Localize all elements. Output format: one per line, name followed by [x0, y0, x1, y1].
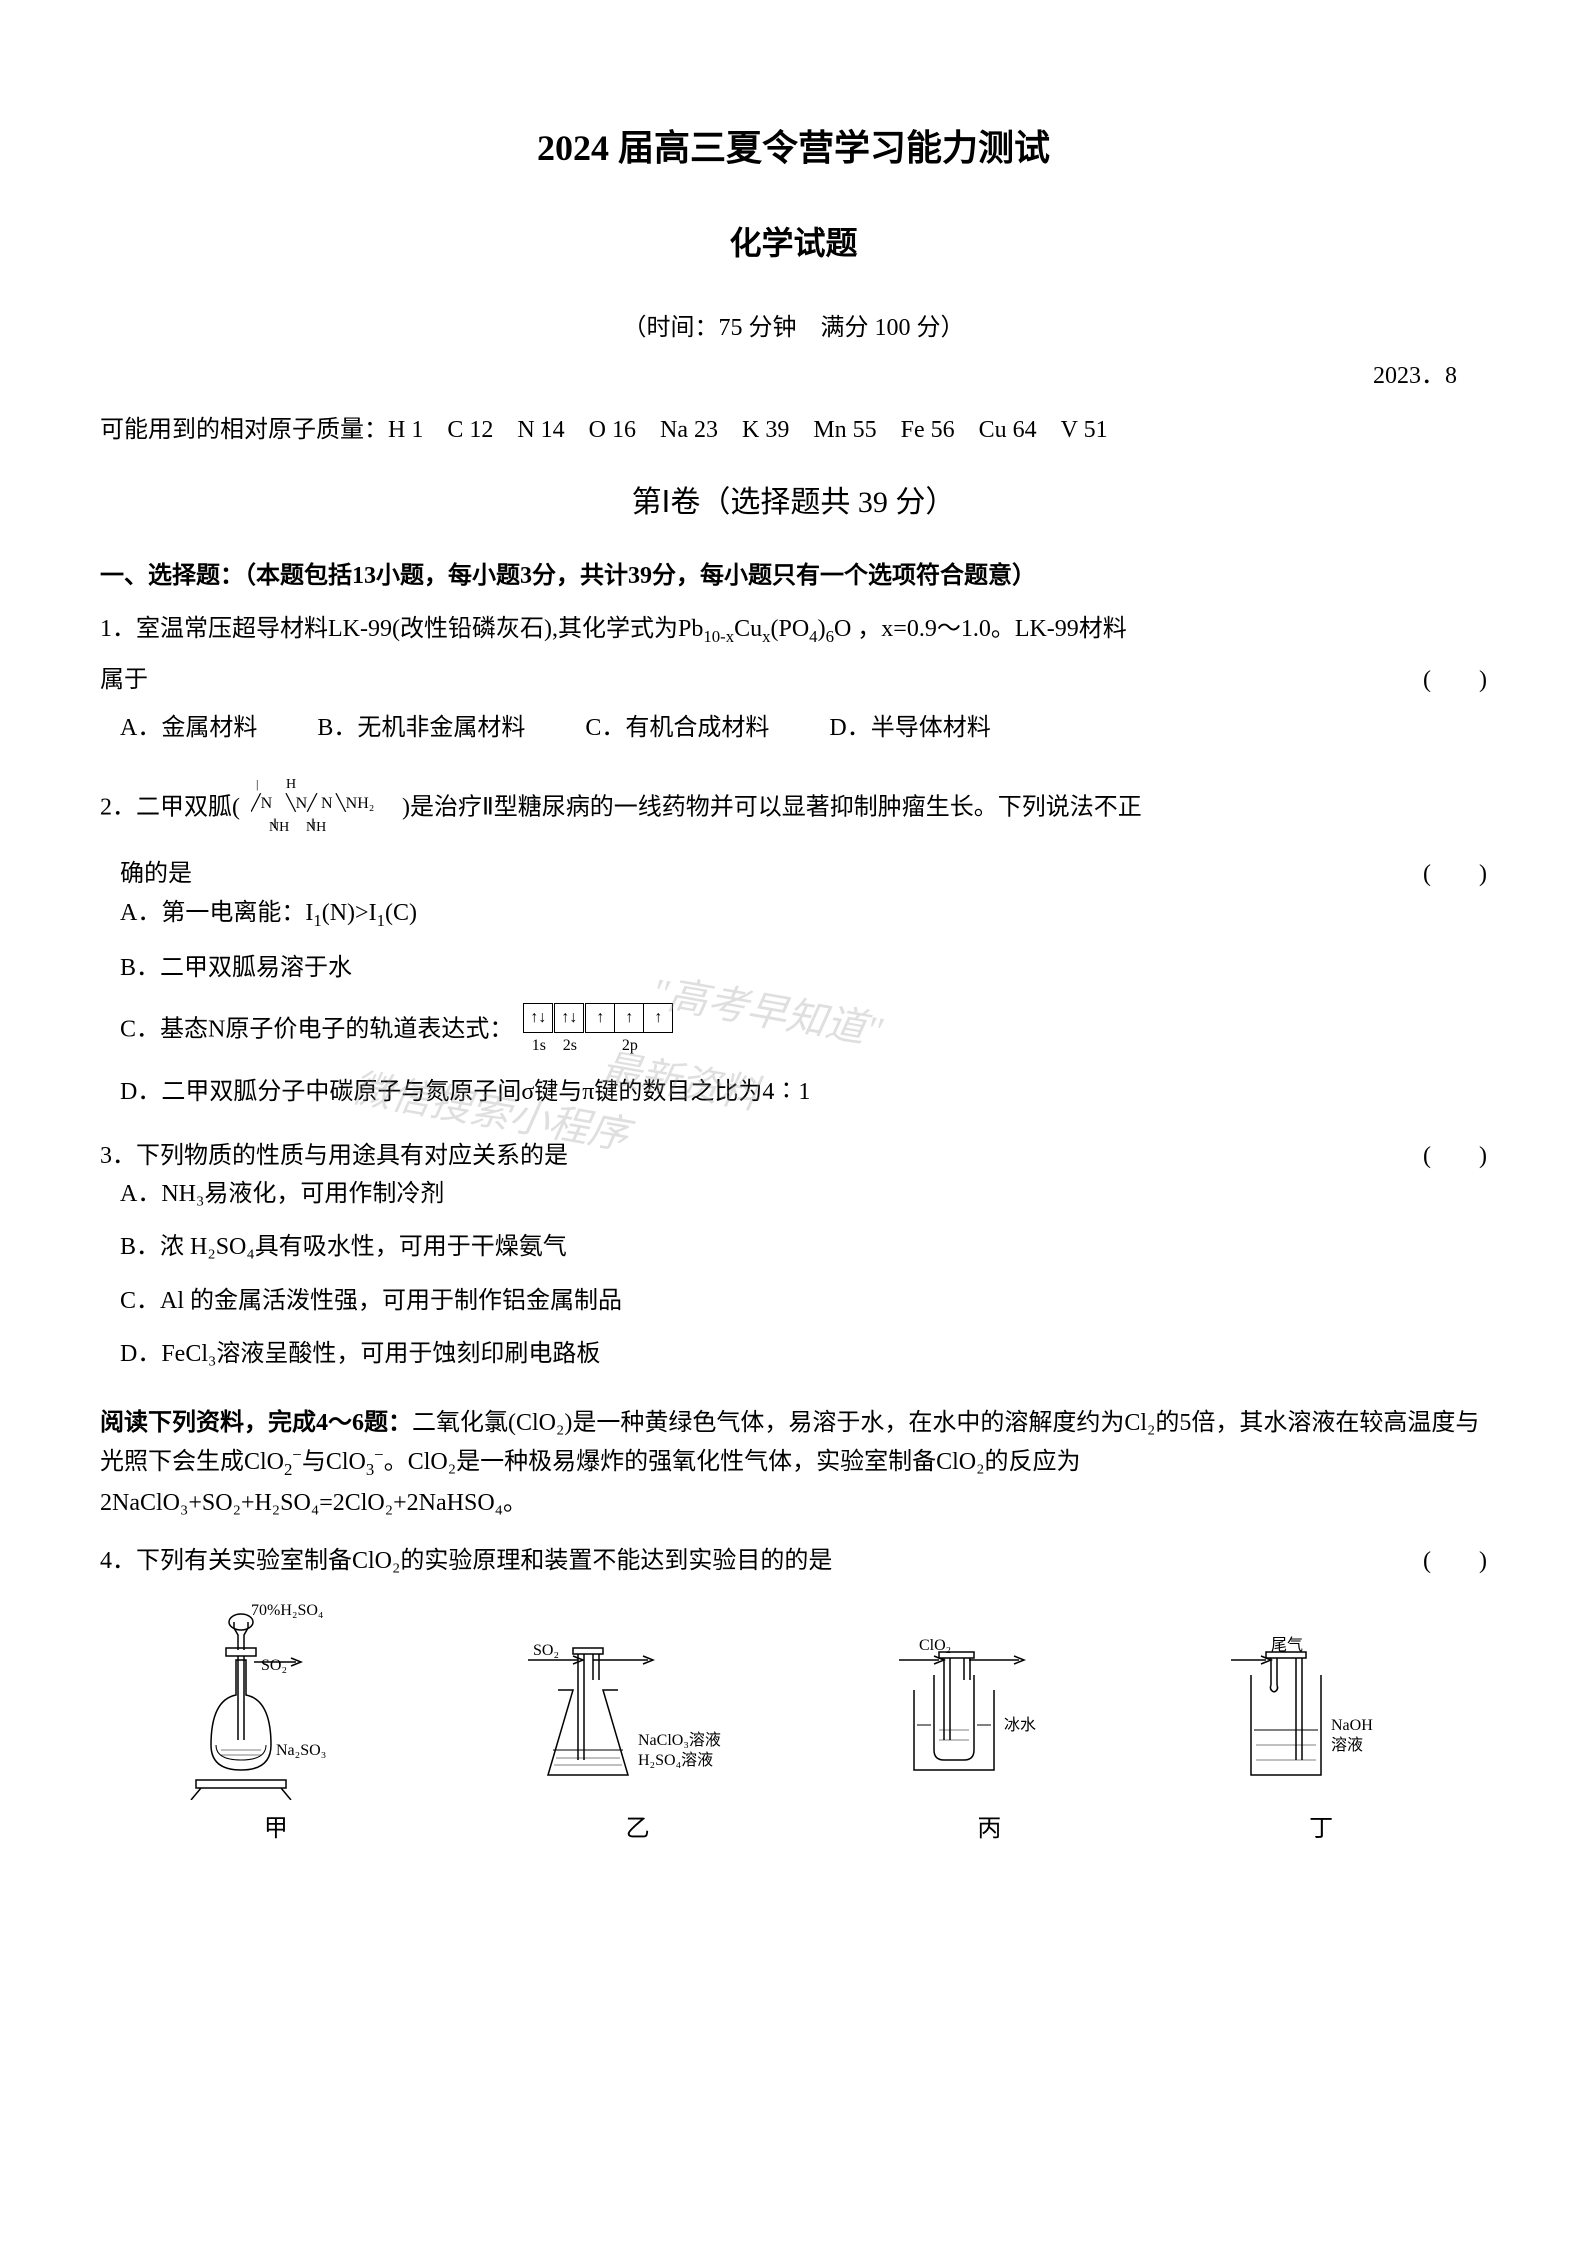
metformin-structure-icon: | H ╱N ╲N╱ N ╲NH₂ ‖ NH ‖ NH [251, 773, 391, 845]
passage-4-6: 阅读下列资料，完成4～6题：二氧化氯(ClO₂)是一种黄绿色气体，易溶于水，在水… [100, 1404, 1487, 1522]
q1-text-p1: 1．室温常压超导材料LK-99(改性铅磷灰石),其化学式为Pb [100, 616, 703, 642]
q3-text: 3．下列物质的性质与用途具有对应关系的是 ( ) [100, 1137, 1487, 1175]
q1-line2: 属于 ( ) [100, 661, 1487, 699]
svg-text:╲NH₂: ╲NH₂ [335, 793, 374, 812]
svg-text:N: N [321, 795, 333, 812]
main-title: 2024 届高三夏令营学习能力测试 [100, 120, 1487, 178]
q3-text-content: 3．下列物质的性质与用途具有对应关系的是 [100, 1137, 568, 1175]
section-title: 第Ⅰ卷（选择题共 39 分） [100, 479, 1487, 527]
app-c-label: 丙 [977, 1810, 1001, 1848]
apparatus-a-icon: 70%H₂SO₄ SO₂ Na₂SO₃ [166, 1600, 386, 1800]
q3-opt-b: B．浓 H₂SO₄具有吸水性，可用于干燥氨气 [120, 1228, 1487, 1266]
apparatus-d: 尾气 NaOH 溶液 丁 [1221, 1630, 1421, 1848]
q1-sub3: 4 [809, 627, 817, 646]
q1-options: A．金属材料 B．无机非金属材料 C．有机合成材料 D．半导体材料 [120, 709, 1487, 747]
apparatus-b: SO₂ NaClO₃溶液 H₂SO₄溶液 [518, 1630, 758, 1848]
apparatus-c-icon: ClO₂ 冰水 [889, 1630, 1089, 1800]
q1-opt-d: D．半导体材料 [829, 709, 990, 747]
app-a-chem2: SO₂ [261, 1657, 287, 1674]
q2-opt-d: D．二甲双胍分子中碳原子与氮原子间σ键与π键的数目之比为4∶1 [120, 1073, 1487, 1111]
orbital-2s-label: 2s [563, 1033, 577, 1059]
q2-opt-a: A．第一电离能：I1(N)>I1(C) [120, 894, 1487, 935]
svg-text:NH: NH [269, 820, 289, 833]
q2-line2-text: 确的是 [120, 855, 192, 893]
app-b-chem3: H₂SO₄溶液 [638, 1751, 713, 1769]
q2-opta-p3: (C) [385, 900, 417, 926]
svg-text:|: | [256, 777, 258, 791]
passage-bold: 阅读下列资料，完成4～6题： [100, 1410, 412, 1436]
q1-opt-a: A．金属材料 [120, 709, 257, 747]
q2-opt-c: C．基态N原子价电子的轨道表达式： ↑↓ 1s ↑↓ 2s ↑↑↑ 2p [120, 1003, 1487, 1059]
svg-text:NH: NH [306, 820, 326, 833]
apparatus-row: 70%H₂SO₄ SO₂ Na₂SO₃ [100, 1600, 1487, 1848]
q1-opt-c: C．有机合成材料 [585, 709, 769, 747]
q2-text-p2: )是治疗Ⅱ型糖尿病的一线药物并可以显著抑制肿瘤生长。下列说法不正 [402, 795, 1142, 821]
q4-text-content: 4．下列有关实验室制备ClO₂的实验原理和装置不能达到实验目的的是 [100, 1542, 832, 1580]
q1-line2-text: 属于 [100, 661, 148, 699]
q1-sub4: 6 [826, 627, 834, 646]
app-b-label: 乙 [626, 1810, 650, 1848]
apparatus-c: ClO₂ 冰水 [889, 1630, 1089, 1848]
q1-text-p3: (PO [771, 616, 810, 642]
svg-text:╲N╱: ╲N╱ [285, 793, 318, 812]
date-info: 2023．8 [100, 357, 1487, 395]
q3-blank: ( ) [1423, 1137, 1487, 1175]
question-1-text: 1．室温常压超导材料LK-99(改性铅磷灰石),其化学式为Pb10-xCux(P… [100, 610, 1487, 651]
q3-opt-c: C．Al 的金属活泼性强，可用于制作铝金属制品 [120, 1282, 1487, 1320]
sub-title: 化学试题 [100, 218, 1487, 269]
app-a-label: 甲 [264, 1810, 288, 1848]
q1-text-p4: ) [818, 616, 826, 642]
q3-opt-d: D．FeCl₃溶液呈酸性，可用于蚀刻印刷电路板 [120, 1335, 1487, 1373]
app-a-chem1: 70%H₂SO₄ [251, 1602, 324, 1619]
app-b-chem2: NaClO₃溶液 [638, 1731, 721, 1749]
app-b-chem1: SO₂ [533, 1642, 559, 1659]
q1-sub2: x [762, 627, 770, 646]
app-c-chem2: 冰水 [1004, 1716, 1036, 1734]
question-4: 4．下列有关实验室制备ClO₂的实验原理和装置不能达到实验目的的是 ( ) 70… [100, 1542, 1487, 1849]
q2-opta-sub1: 1 [313, 910, 321, 929]
app-a-chem3: Na₂SO₃ [276, 1742, 326, 1759]
q3-opt-a: A．NH₃易液化，可用作制冷剂 [120, 1175, 1487, 1213]
svg-text:H: H [286, 777, 296, 792]
atomic-mass-info: 可能用到的相对原子质量：H 1 C 12 N 14 O 16 Na 23 K 3… [100, 411, 1487, 449]
time-info: （时间：75 分钟 满分 100 分） [100, 309, 1487, 347]
question-2: 2．二甲双胍( | H ╱N ╲N╱ N ╲NH₂ ‖ NH ‖ NH )是治疗… [100, 773, 1487, 1112]
passage-sup1: − [292, 1445, 301, 1464]
passage-p2: 与ClO [302, 1449, 366, 1475]
q4-blank: ( ) [1423, 1542, 1487, 1580]
orbital-2p-label: 2p [622, 1033, 638, 1059]
apparatus-a: 70%H₂SO₄ SO₂ Na₂SO₃ [166, 1600, 386, 1848]
question-3: 3．下列物质的性质与用途具有对应关系的是 ( ) A．NH₃易液化，可用作制冷剂… [100, 1137, 1487, 1374]
q2-text-p1: 2．二甲双胍( [100, 795, 240, 821]
section-instruction: 一、选择题：（本题包括13小题，每小题3分，共计39分，每小题只有一个选项符合题… [100, 557, 1487, 595]
app-d-chem2: NaOH [1331, 1717, 1373, 1734]
q4-text: 4．下列有关实验室制备ClO₂的实验原理和装置不能达到实验目的的是 ( ) [100, 1542, 1487, 1580]
app-d-chem3: 溶液 [1331, 1736, 1363, 1754]
q2-opt-b: B．二甲双胍易溶于水 [120, 949, 1487, 987]
apparatus-b-icon: SO₂ NaClO₃溶液 H₂SO₄溶液 [518, 1630, 758, 1800]
question-1: 1．室温常压超导材料LK-99(改性铅磷灰石),其化学式为Pb10-xCux(P… [100, 610, 1487, 747]
q2-opta-p1: A．第一电离能：I [120, 900, 313, 926]
q2-blank: ( ) [1423, 855, 1487, 893]
q1-text-p5: O ，x=0.9～1.0。LK-99材料 [834, 616, 1127, 642]
q1-text-p2: Cu [734, 616, 762, 642]
apparatus-d-icon: 尾气 NaOH 溶液 [1221, 1630, 1421, 1800]
orbital-diagram-icon: ↑↓ 1s ↑↓ 2s ↑↑↑ 2p [524, 1003, 675, 1059]
passage-sup2: − [374, 1445, 383, 1464]
question-2-text: 2．二甲双胍( | H ╱N ╲N╱ N ╲NH₂ ‖ NH ‖ NH )是治疗… [100, 773, 1487, 845]
q1-opt-b: B．无机非金属材料 [317, 709, 525, 747]
app-d-label: 丁 [1309, 1810, 1333, 1848]
q1-blank: ( ) [1423, 661, 1487, 699]
page-content: 2024 届高三夏令营学习能力测试 化学试题 （时间：75 分钟 满分 100 … [100, 120, 1487, 1849]
orbital-1s-label: 1s [532, 1033, 546, 1059]
q2-line2: 确的是 ( ) [100, 855, 1487, 893]
svg-text:╱N: ╱N [251, 793, 273, 812]
q1-sub1: 10-x [703, 627, 734, 646]
q2-opta-sub2: 1 [377, 910, 385, 929]
q2-optc-text: C．基态N原子价电子的轨道表达式： [120, 1016, 513, 1042]
q2-opta-p2: (N)>I [322, 900, 377, 926]
